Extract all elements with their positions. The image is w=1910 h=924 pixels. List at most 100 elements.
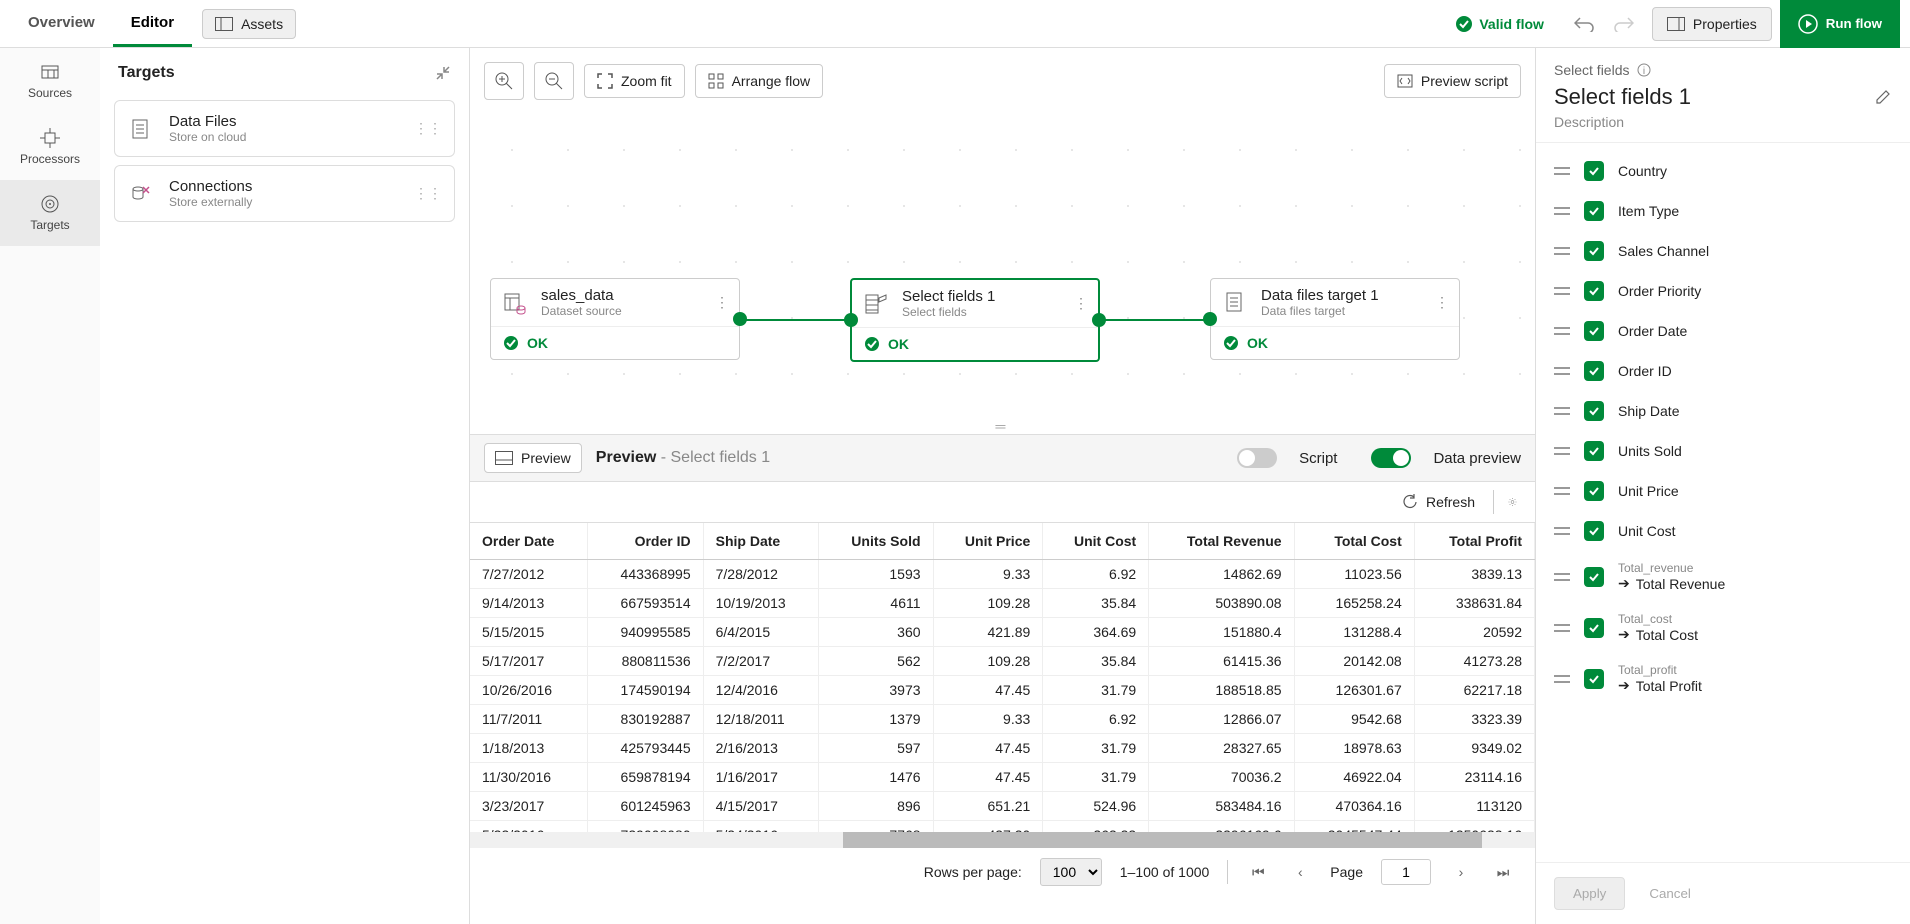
field-checkbox[interactable] [1584, 321, 1604, 341]
field-checkbox[interactable] [1584, 669, 1604, 689]
script-toggle[interactable] [1237, 448, 1277, 468]
drag-handle-icon[interactable] [1554, 623, 1570, 633]
assets-button[interactable]: Assets [202, 9, 296, 39]
field-row[interactable]: Item Type [1536, 191, 1910, 231]
zoom-in-button[interactable] [484, 62, 524, 100]
field-checkbox[interactable] [1584, 481, 1604, 501]
table-cell: 7/27/2012 [470, 560, 588, 589]
field-checkbox[interactable] [1584, 241, 1604, 261]
pager-last[interactable]: ⏭ [1491, 864, 1515, 881]
drag-handle-icon[interactable] [1554, 486, 1570, 496]
field-row[interactable]: Total_revenue➔Total Revenue [1536, 551, 1910, 602]
field-checkbox[interactable] [1584, 521, 1604, 541]
field-checkbox[interactable] [1584, 201, 1604, 221]
preview-script-button[interactable]: Preview script [1384, 64, 1521, 98]
field-checkbox[interactable] [1584, 161, 1604, 181]
redo-button[interactable] [1604, 5, 1644, 43]
pager-page-input[interactable] [1381, 859, 1431, 885]
field-row[interactable]: Units Sold [1536, 431, 1910, 471]
resize-grip[interactable]: ═ [470, 418, 1535, 434]
drag-handle-icon[interactable] [1554, 526, 1570, 536]
output-port[interactable] [1092, 313, 1106, 327]
drag-handle-icon[interactable]: ⋮⋮ [414, 120, 442, 137]
node-menu-icon[interactable]: ⋮ [715, 294, 729, 311]
run-flow-button[interactable]: Run flow [1780, 0, 1900, 48]
column-header[interactable]: Unit Price [933, 523, 1043, 560]
field-row[interactable]: Unit Price [1536, 471, 1910, 511]
drag-handle-icon[interactable] [1554, 286, 1570, 296]
input-port[interactable] [1203, 312, 1217, 326]
drag-handle-icon[interactable] [1554, 206, 1570, 216]
field-row[interactable]: Total_profit➔Total Profit [1536, 653, 1910, 704]
field-checkbox[interactable] [1584, 441, 1604, 461]
output-port[interactable] [733, 312, 747, 326]
field-row[interactable]: Ship Date [1536, 391, 1910, 431]
drag-handle-icon[interactable] [1554, 674, 1570, 684]
data-preview-toggle[interactable] [1371, 448, 1411, 468]
field-row[interactable]: Sales Channel [1536, 231, 1910, 271]
column-header[interactable]: Units Sold [819, 523, 933, 560]
refresh-button[interactable]: Refresh [1402, 494, 1475, 510]
pager-prev[interactable]: ‹ [1288, 864, 1312, 880]
tab-editor[interactable]: Editor [113, 0, 192, 47]
flow-node[interactable]: sales_data Dataset source ⋮ OK [490, 278, 740, 360]
column-header[interactable]: Ship Date [703, 523, 818, 560]
tab-overview[interactable]: Overview [10, 0, 113, 47]
field-row[interactable]: Unit Cost [1536, 511, 1910, 551]
target-card[interactable]: Data Files Store on cloud ⋮⋮ [114, 100, 455, 157]
node-menu-icon[interactable]: ⋮ [1074, 295, 1088, 312]
drag-handle-icon[interactable] [1554, 166, 1570, 176]
field-checkbox[interactable] [1584, 401, 1604, 421]
drag-handle-icon[interactable]: ⋮⋮ [414, 185, 442, 202]
zoom-out-button[interactable] [534, 62, 574, 100]
field-row[interactable]: Total_cost➔Total Cost [1536, 602, 1910, 653]
field-row[interactable]: Country [1536, 151, 1910, 191]
preview-toggle-button[interactable]: Preview [484, 443, 582, 473]
input-port[interactable] [844, 313, 858, 327]
info-icon[interactable]: i [1637, 63, 1651, 77]
drag-handle-icon[interactable] [1554, 446, 1570, 456]
collapse-icon[interactable] [435, 65, 451, 81]
column-header[interactable]: Order ID [588, 523, 703, 560]
column-header[interactable]: Total Profit [1414, 523, 1534, 560]
column-header[interactable]: Unit Cost [1043, 523, 1149, 560]
rows-per-page-select[interactable]: 100 [1040, 858, 1102, 886]
field-checkbox[interactable] [1584, 567, 1604, 587]
pager-first[interactable]: ⏮ [1246, 864, 1270, 881]
flow-canvas[interactable]: sales_data Dataset source ⋮ OK Select fi… [470, 108, 1535, 418]
edit-icon[interactable] [1874, 88, 1892, 106]
column-header[interactable]: Order Date [470, 523, 588, 560]
rail-targets[interactable]: Targets [0, 180, 100, 246]
target-card[interactable]: Connections Store externally ⋮⋮ [114, 165, 455, 222]
field-checkbox[interactable] [1584, 361, 1604, 381]
flow-node[interactable]: Select fields 1 Select fields ⋮ OK [850, 278, 1100, 362]
rail-processors[interactable]: Processors [0, 114, 100, 180]
field-row[interactable]: Order ID [1536, 351, 1910, 391]
drag-handle-icon[interactable] [1554, 572, 1570, 582]
drag-handle-icon[interactable] [1554, 246, 1570, 256]
field-checkbox[interactable] [1584, 618, 1604, 638]
properties-button[interactable]: Properties [1652, 7, 1772, 41]
pager-next[interactable]: › [1449, 864, 1473, 880]
column-header[interactable]: Total Cost [1294, 523, 1414, 560]
horizontal-scrollbar[interactable] [470, 832, 1535, 848]
undo-button[interactable] [1564, 5, 1604, 43]
arrange-flow-button[interactable]: Arrange flow [695, 64, 824, 98]
drag-handle-icon[interactable] [1554, 326, 1570, 336]
field-row[interactable]: Order Priority [1536, 271, 1910, 311]
drag-handle-icon[interactable] [1554, 406, 1570, 416]
field-row[interactable]: Order Date [1536, 311, 1910, 351]
table-settings-button[interactable] [1493, 490, 1517, 514]
flow-node[interactable]: Data files target 1 Data files target ⋮ … [1210, 278, 1460, 360]
cancel-button[interactable]: Cancel [1645, 877, 1695, 910]
play-circle-icon [1798, 14, 1818, 34]
table-cell: 896 [819, 792, 933, 821]
table-cell: 3323.39 [1414, 705, 1534, 734]
node-menu-icon[interactable]: ⋮ [1435, 294, 1449, 311]
column-header[interactable]: Total Revenue [1149, 523, 1294, 560]
zoom-fit-button[interactable]: Zoom fit [584, 64, 685, 98]
rail-sources[interactable]: Sources [0, 48, 100, 114]
drag-handle-icon[interactable] [1554, 366, 1570, 376]
apply-button[interactable]: Apply [1554, 877, 1625, 910]
field-checkbox[interactable] [1584, 281, 1604, 301]
